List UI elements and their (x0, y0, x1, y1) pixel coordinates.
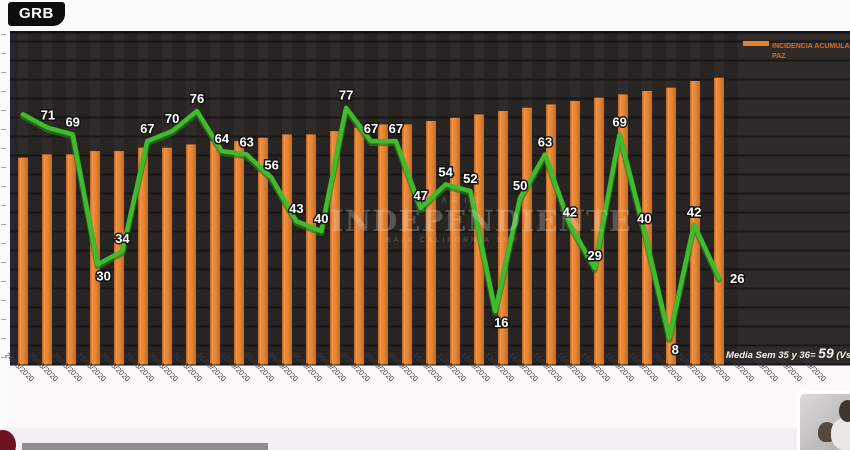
bar (714, 77, 724, 365)
data-label: 50 (513, 178, 527, 193)
data-label: 63 (538, 134, 552, 149)
bar (18, 157, 28, 365)
chart-slide: 71 69 30 34 67 70 76 64 63 56 43 40 77 67 67 47 54 52 16 50… (3, 28, 850, 430)
bar (330, 131, 340, 365)
bar (258, 137, 268, 365)
plot-top-border (10, 31, 850, 34)
data-label: 76 (190, 91, 204, 106)
data-label: 8 (672, 342, 679, 357)
webcam-person-head (839, 400, 850, 422)
data-label: 42 (687, 204, 701, 219)
bar (618, 94, 628, 365)
bar (42, 154, 52, 365)
data-label: 67 (364, 121, 378, 136)
legend-swatch (743, 41, 769, 46)
data-label: 40 (314, 211, 328, 226)
line-series (20, 105, 722, 341)
webcam-person-body (831, 418, 850, 450)
data-label: 34 (115, 231, 130, 246)
data-label: 16 (494, 315, 508, 330)
top-bar: GRB (0, 0, 850, 28)
bar (306, 134, 316, 365)
bar (378, 124, 388, 365)
data-label: 71 (41, 108, 55, 123)
data-label: 69 (612, 114, 626, 129)
data-label: 63 (239, 134, 253, 149)
grb-badge: GRB (8, 2, 65, 26)
bar (162, 147, 172, 365)
data-label: 26 (730, 271, 744, 286)
legend-label: INCIDENCIA ACUMULADA (772, 43, 850, 50)
bar (354, 127, 364, 365)
bar (666, 87, 676, 365)
bar (234, 141, 244, 365)
chart-canvas: 71 69 30 34 67 70 76 64 63 56 43 40 77 67 67 47 54 52 16 50… (3, 31, 850, 383)
data-label: 29 (587, 248, 601, 263)
tooltip-bar (22, 443, 268, 450)
bar (522, 107, 532, 365)
data-label: 54 (438, 164, 453, 179)
data-label: 43 (289, 201, 303, 216)
bar (402, 124, 412, 365)
data-label: 56 (264, 158, 278, 173)
bar (186, 144, 196, 365)
data-label: 67 (389, 121, 403, 136)
logo-fragment (0, 430, 16, 450)
bar (282, 134, 292, 365)
bar (426, 121, 436, 365)
webcam-overlay[interactable] (797, 391, 850, 450)
media-annotation: Media Sem 35 y 36= 59 (Vs (726, 345, 850, 361)
data-label: 69 (65, 114, 79, 129)
bar (210, 141, 220, 365)
bar (66, 154, 76, 365)
data-label: 40 (637, 211, 651, 226)
bar (642, 91, 652, 365)
data-label: 77 (339, 88, 353, 103)
data-label: 42 (563, 204, 577, 219)
bar (450, 117, 460, 365)
plot-left-border (10, 31, 14, 365)
data-label: 70 (165, 111, 179, 126)
data-label: 67 (140, 121, 154, 136)
y-axis-ticks (1, 34, 6, 365)
data-label: 52 (463, 171, 477, 186)
data-label: 30 (96, 268, 110, 283)
bar (546, 104, 556, 365)
legend-label-line2: PAZ (772, 53, 786, 60)
data-label: 47 (413, 188, 427, 203)
bar (138, 147, 148, 365)
data-label: 64 (215, 131, 230, 146)
bar (498, 111, 508, 365)
